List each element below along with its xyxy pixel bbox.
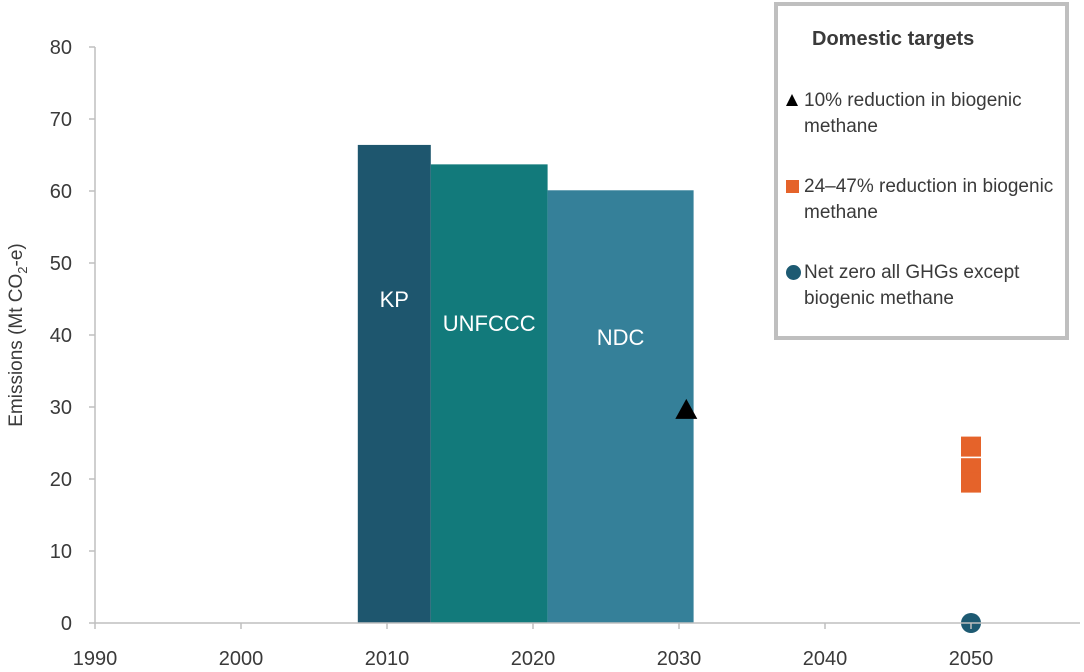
legend-item-24-47pct-reduction: 24–47% reduction in biogenic methane [786, 174, 1056, 226]
x-tick-label: 2040 [803, 648, 848, 670]
x-tick-label: 2000 [219, 648, 264, 670]
legend-label: 10% reduction in biogenic methane [804, 90, 1022, 137]
x-tick-label: 1990 [73, 648, 118, 670]
x-tick-label: 2050 [949, 648, 994, 670]
y-tick-label: 80 [50, 37, 72, 59]
y-axis-title-subscript: 2 [15, 266, 30, 273]
x-tick-label: 2020 [511, 648, 556, 670]
marker-square [961, 472, 981, 493]
bar-label: KP [380, 287, 409, 312]
bar-label: UNFCCC [443, 311, 536, 336]
legend: Domestic targets 10% reduction in biogen… [774, 2, 1069, 340]
marker-square [961, 436, 981, 457]
y-tick-label: 50 [50, 253, 72, 275]
y-tick-label: 30 [50, 397, 72, 419]
bars-layer: KP UNFCCC NDC [357, 144, 694, 624]
square-icon [786, 180, 799, 193]
markers-layer [675, 398, 981, 633]
legend-item-net-zero: Net zero all GHGs except biogenic methan… [786, 260, 1056, 312]
y-tick-label: 60 [50, 181, 72, 203]
y-tick-label: 40 [50, 325, 72, 347]
legend-label: Net zero all GHGs except biogenic methan… [804, 262, 1020, 309]
x-tick-label: 2010 [365, 648, 410, 670]
bar-ndc [547, 190, 694, 623]
y-axis-title-end: -e) [6, 243, 27, 266]
bar-unfccc [430, 164, 548, 624]
circle-icon [786, 265, 801, 280]
x-tick-label: 2030 [657, 648, 702, 670]
bar-label: NDC [597, 325, 645, 350]
legend-label: 24–47% reduction in biogenic methane [804, 176, 1054, 223]
y-tick-label: 0 [61, 613, 72, 635]
triangle-icon [786, 94, 798, 106]
bar-kp [357, 144, 431, 624]
legend-item-10pct-reduction: 10% reduction in biogenic methane [786, 88, 1056, 140]
y-axis-title-main: Emissions (Mt CO [6, 274, 27, 427]
y-tick-label: 10 [50, 541, 72, 563]
y-axis-title: Emissions (Mt CO2-e) [6, 243, 30, 427]
y-tick-label: 20 [50, 469, 72, 491]
y-tick-label: 70 [50, 109, 72, 131]
legend-title: Domestic targets [812, 28, 975, 50]
marker-triangle [675, 398, 698, 419]
